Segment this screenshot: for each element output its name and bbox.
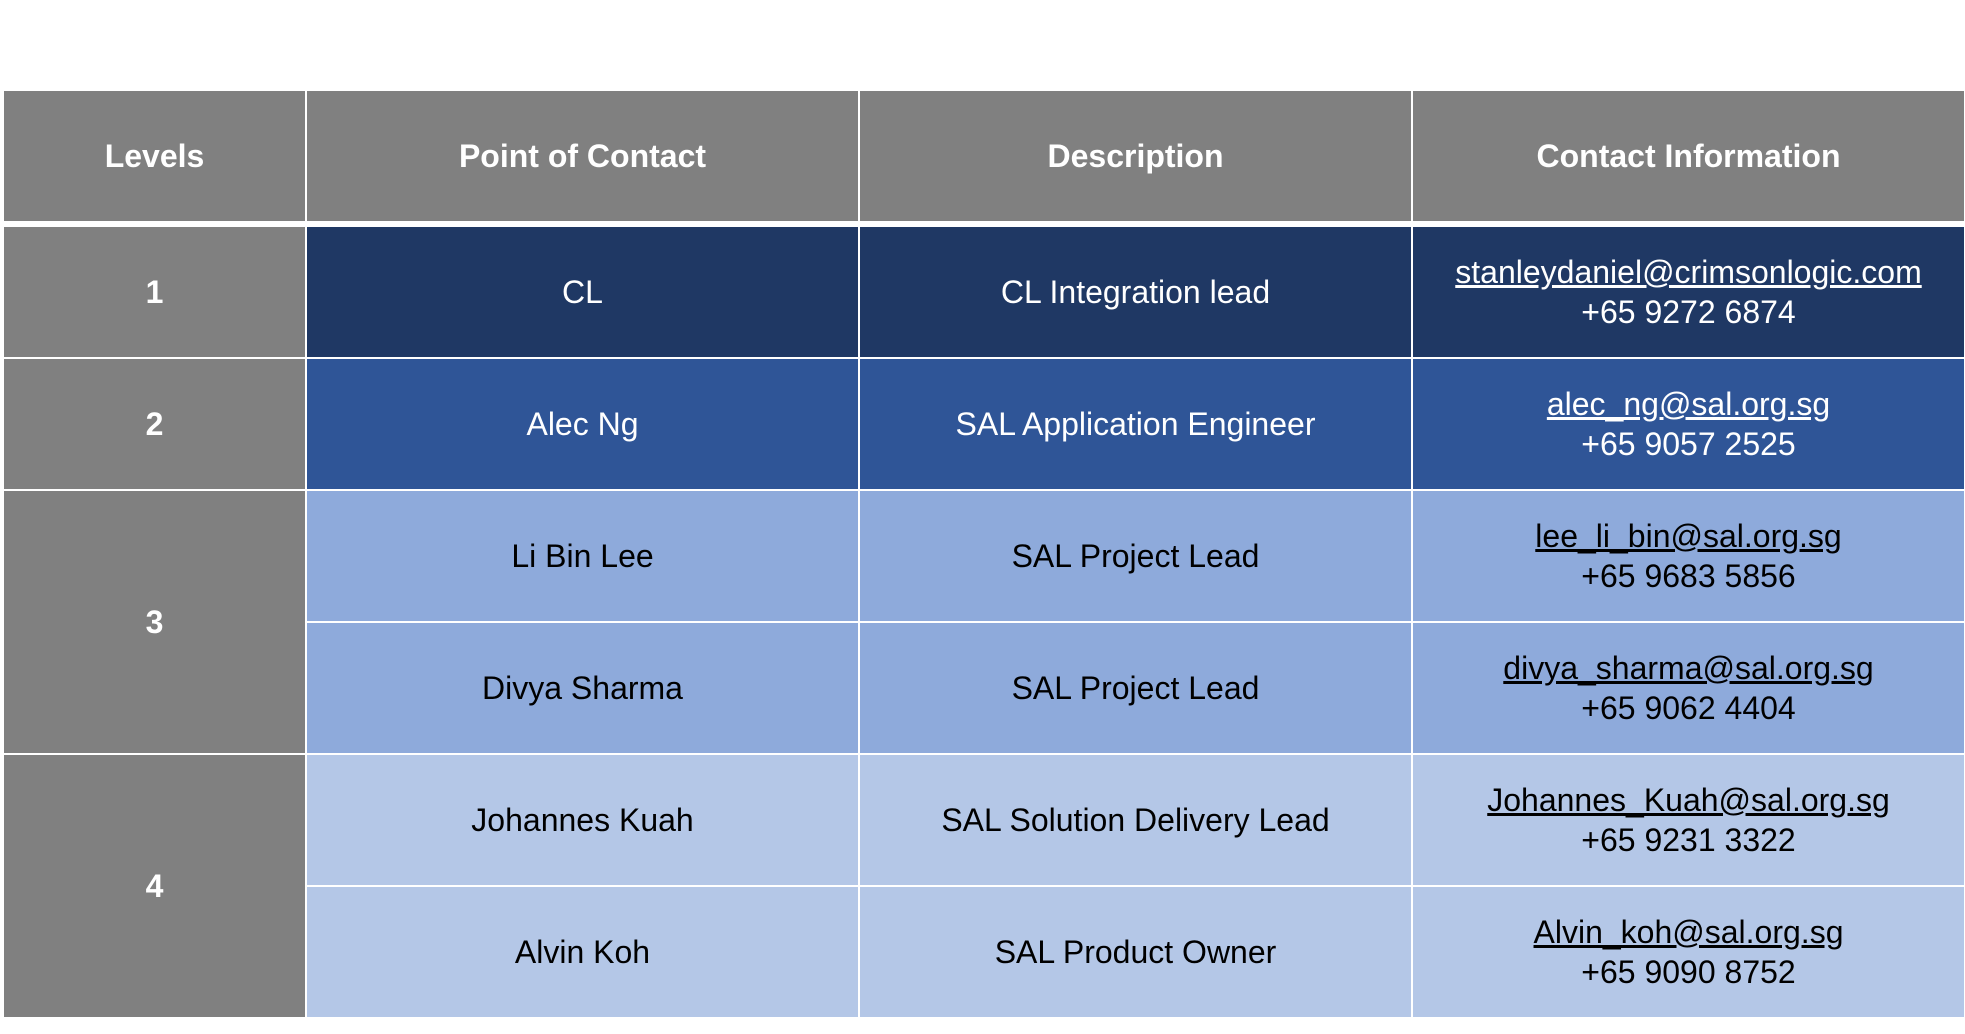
email-link[interactable]: alec_ng@sal.org.sg bbox=[1546, 386, 1831, 422]
contact-name: CL bbox=[305, 223, 860, 359]
contact-description: SAL Product Owner bbox=[858, 885, 1413, 1019]
phone-number: +65 9272 6874 bbox=[1581, 294, 1796, 330]
contact-info: lee_li_bin@sal.org.sg +65 9683 5856 bbox=[1411, 489, 1965, 623]
contact-info: Alvin_koh@sal.org.sg +65 9090 8752 bbox=[1411, 885, 1965, 1019]
level-cell: 4 bbox=[2, 753, 307, 1019]
header-contact-information: Contact Information bbox=[1411, 89, 1965, 227]
contact-name: Li Bin Lee bbox=[305, 489, 860, 623]
phone-number: +65 9683 5856 bbox=[1581, 558, 1796, 594]
email-link[interactable]: lee_li_bin@sal.org.sg bbox=[1535, 518, 1842, 554]
contact-info: Johannes_Kuah@sal.org.sg +65 9231 3322 bbox=[1411, 753, 1965, 887]
level-cell: 3 bbox=[2, 489, 307, 755]
contact-name: Alvin Koh bbox=[305, 885, 860, 1019]
header-point-of-contact: Point of Contact bbox=[305, 89, 860, 227]
email-link[interactable]: Johannes_Kuah@sal.org.sg bbox=[1487, 782, 1890, 818]
header-row: Levels Point of Contact Description Cont… bbox=[2, 89, 1965, 227]
header-description: Description bbox=[858, 89, 1413, 227]
phone-number: +65 9231 3322 bbox=[1581, 822, 1796, 858]
email-link[interactable]: divya_sharma@sal.org.sg bbox=[1503, 650, 1874, 686]
contact-info: alec_ng@sal.org.sg +65 9057 2525 bbox=[1411, 357, 1965, 491]
table-row: 4 Johannes Kuah SAL Solution Delivery Le… bbox=[2, 753, 1965, 1019]
contact-name: Johannes Kuah bbox=[305, 753, 860, 887]
table-row: 3 Li Bin Lee SAL Project Lead lee_li_bin… bbox=[2, 489, 1965, 755]
contact-description: SAL Project Lead bbox=[858, 621, 1413, 755]
level-cell: 2 bbox=[2, 357, 307, 491]
contact-description: SAL Application Engineer bbox=[858, 357, 1413, 491]
header-levels: Levels bbox=[2, 89, 307, 227]
contact-description: SAL Project Lead bbox=[858, 489, 1413, 623]
phone-number: +65 9090 8752 bbox=[1581, 954, 1796, 990]
contact-name: Divya Sharma bbox=[305, 621, 860, 755]
phone-number: +65 9057 2525 bbox=[1581, 426, 1796, 462]
table-row: Divya Sharma SAL Project Lead divya_shar… bbox=[3, 621, 1965, 755]
escalation-contact-table: Levels Point of Contact Description Cont… bbox=[2, 89, 1965, 1019]
table-row: 2 Alec Ng SAL Application Engineer alec_… bbox=[2, 357, 1965, 491]
contact-info: divya_sharma@sal.org.sg +65 9062 4404 bbox=[1411, 621, 1965, 755]
email-link[interactable]: Alvin_koh@sal.org.sg bbox=[1533, 914, 1844, 950]
email-link[interactable]: stanleydaniel@crimsonlogic.com bbox=[1455, 254, 1922, 290]
contact-description: CL Integration lead bbox=[858, 223, 1413, 359]
table-row: Alvin Koh SAL Product Owner Alvin_koh@sa… bbox=[3, 885, 1965, 1019]
phone-number: +65 9062 4404 bbox=[1581, 690, 1796, 726]
contact-info: stanleydaniel@crimsonlogic.com +65 9272 … bbox=[1411, 223, 1965, 359]
contact-description: SAL Solution Delivery Lead bbox=[858, 753, 1413, 887]
level-cell: 1 bbox=[2, 223, 307, 359]
table-row: 1 CL CL Integration lead stanleydaniel@c… bbox=[2, 223, 1965, 359]
contact-name: Alec Ng bbox=[305, 357, 860, 491]
